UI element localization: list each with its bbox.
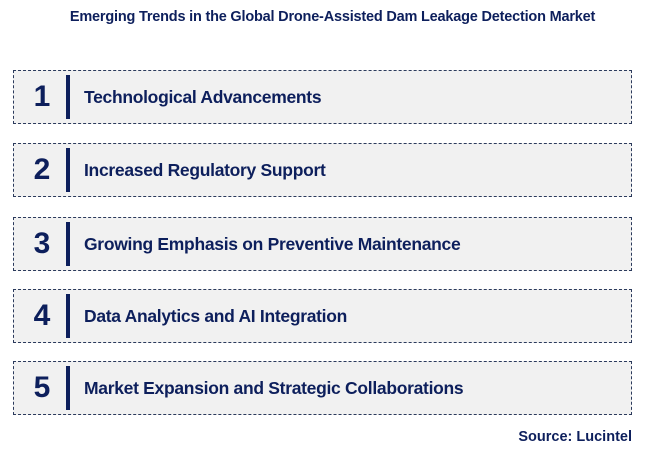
trend-number: 4 xyxy=(33,299,51,332)
trend-number: 1 xyxy=(33,80,51,113)
trend-number: 5 xyxy=(33,371,51,404)
trend-number: 2 xyxy=(33,153,51,186)
trend-item-2: 2 Increased Regulatory Support xyxy=(13,143,632,197)
trend-label: Increased Regulatory Support xyxy=(84,159,326,180)
divider xyxy=(66,294,70,338)
divider xyxy=(66,222,70,266)
trend-item-4: 4 Data Analytics and AI Integration xyxy=(13,289,632,343)
trend-label: Technological Advancements xyxy=(84,86,322,107)
trend-item-1: 1 Technological Advancements xyxy=(13,70,632,124)
source-label: Source: Lucintel xyxy=(518,429,632,445)
divider xyxy=(66,75,70,119)
trend-label: Growing Emphasis on Preventive Maintenan… xyxy=(84,233,461,254)
trend-number: 3 xyxy=(33,227,51,260)
trend-item-5: 5 Market Expansion and Strategic Collabo… xyxy=(13,361,632,415)
divider xyxy=(66,366,70,410)
divider xyxy=(66,148,70,192)
page-title: Emerging Trends in the Global Drone-Assi… xyxy=(69,9,596,25)
trend-item-3: 3 Growing Emphasis on Preventive Mainten… xyxy=(13,217,632,271)
trend-label: Market Expansion and Strategic Collabora… xyxy=(84,377,464,398)
trend-label: Data Analytics and AI Integration xyxy=(84,305,348,326)
